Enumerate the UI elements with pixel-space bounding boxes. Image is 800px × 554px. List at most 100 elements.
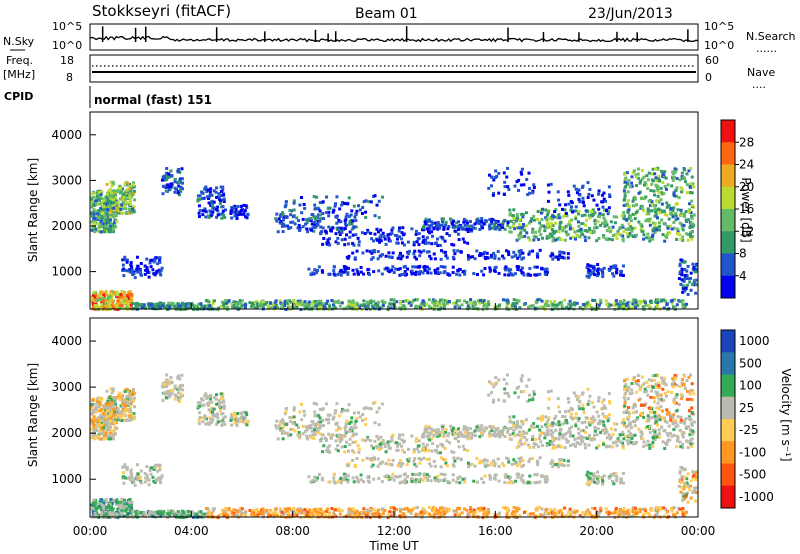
velocity-cell <box>365 508 369 512</box>
velocity-cell <box>206 401 210 405</box>
power-cell <box>90 200 94 204</box>
power-cell <box>632 169 636 173</box>
velocity-cell <box>572 509 576 513</box>
velocity-cell <box>108 413 112 417</box>
power-cell <box>438 303 442 307</box>
power-cell <box>284 200 288 204</box>
velocity-cell <box>105 409 109 413</box>
power-cell <box>132 185 136 189</box>
power-cell <box>608 268 612 272</box>
power-cell <box>129 186 133 190</box>
power-cell <box>506 185 510 189</box>
power-cell <box>209 214 213 218</box>
velocity-cell <box>281 514 285 518</box>
power-cell <box>545 213 549 217</box>
power-cell <box>317 299 321 303</box>
power-cell <box>607 209 611 213</box>
power-cell <box>538 226 542 230</box>
power-cell <box>222 301 226 305</box>
velocity-cell <box>662 506 666 510</box>
power-cell <box>653 172 657 176</box>
power-cell <box>442 226 446 230</box>
velocity-cell <box>634 514 638 518</box>
power-cell <box>567 223 571 227</box>
colorbar-tick-label: 16 <box>739 202 754 216</box>
power-cell <box>509 230 513 234</box>
power-cell <box>334 306 338 310</box>
y-tick-label: 3000 <box>51 173 82 187</box>
power-cell <box>509 219 513 223</box>
power-cell <box>438 271 442 275</box>
power-cell <box>269 301 273 305</box>
power-cell <box>510 255 514 259</box>
velocity-cell <box>334 508 338 512</box>
power-cell <box>532 218 536 222</box>
velocity-cell <box>139 481 143 485</box>
power-cell <box>304 222 308 226</box>
velocity-cell <box>113 403 117 407</box>
power-cell <box>313 222 317 226</box>
power-cell <box>379 239 383 243</box>
power-cell <box>381 231 385 235</box>
power-cell <box>278 299 282 303</box>
power-cell <box>120 297 124 301</box>
power-cell <box>647 212 651 216</box>
velocity-cell <box>273 514 277 518</box>
power-cell <box>542 305 546 309</box>
power-cell <box>490 219 494 223</box>
power-cell <box>648 223 652 227</box>
power-cell <box>405 255 409 259</box>
power-cell <box>511 225 515 229</box>
power-cell <box>210 303 214 307</box>
power-cell <box>319 217 323 221</box>
power-cell <box>306 230 310 234</box>
power-cell <box>490 221 494 225</box>
power-cell <box>582 204 586 208</box>
power-cell <box>624 217 628 221</box>
power-cell <box>497 223 501 227</box>
power-cell <box>626 235 630 239</box>
power-cell <box>545 303 549 307</box>
power-cell <box>159 269 163 273</box>
power-cell <box>539 211 543 215</box>
power-cell <box>355 209 359 213</box>
velocity-cell <box>120 497 124 501</box>
power-cell <box>527 273 531 277</box>
power-cell <box>485 251 489 255</box>
velocity-cell <box>214 397 218 401</box>
velocity-cell <box>129 471 133 475</box>
velocity-cell <box>129 418 133 422</box>
power-cell <box>668 224 672 228</box>
power-cell <box>657 207 661 211</box>
velocity-cell <box>458 507 462 511</box>
power-cell <box>627 204 631 208</box>
power-cell <box>692 185 696 189</box>
power-cell <box>311 271 315 275</box>
power-cell <box>615 215 619 219</box>
power-cell <box>95 304 99 308</box>
velocity-cell <box>362 511 366 515</box>
power-cell <box>576 220 580 224</box>
power-cell <box>648 209 652 213</box>
power-cell <box>574 215 578 219</box>
power-cell <box>178 178 182 182</box>
velocity-cell <box>528 512 532 516</box>
power-cell <box>619 233 623 237</box>
velocity-cell <box>320 437 324 441</box>
power-cell <box>356 270 360 274</box>
power-cell <box>101 296 105 300</box>
power-cell <box>163 305 167 309</box>
velocity-cell <box>443 507 447 511</box>
power-cell <box>296 226 300 230</box>
power-cell <box>624 185 628 189</box>
velocity-cell <box>544 508 548 512</box>
power-cell <box>657 225 661 229</box>
power-cell <box>313 300 317 304</box>
power-cell <box>545 217 549 221</box>
power-cell <box>583 235 587 239</box>
power-cell <box>413 255 417 259</box>
power-cell <box>401 300 405 304</box>
power-cell <box>676 208 680 212</box>
power-cell <box>139 261 143 265</box>
